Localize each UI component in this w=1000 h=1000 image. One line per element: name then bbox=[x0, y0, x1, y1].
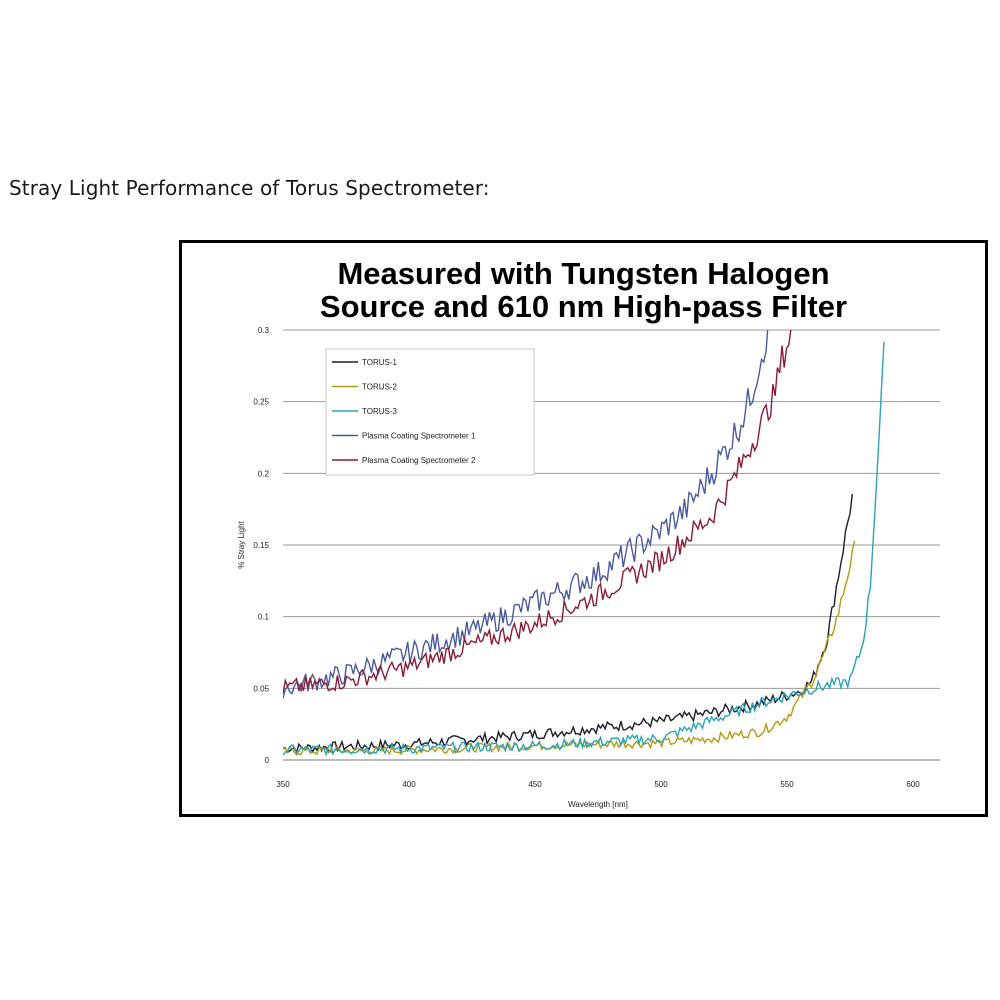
legend-entry: Plasma Coating Spectrometer 2 bbox=[362, 456, 476, 465]
y-axis-label: % Stray Light bbox=[237, 520, 246, 568]
page-heading: Stray Light Performance of Torus Spectro… bbox=[9, 176, 490, 200]
y-tick-label: 0.15 bbox=[253, 541, 269, 550]
series-line-3 bbox=[283, 341, 885, 757]
series-line-4 bbox=[283, 330, 773, 699]
y-tick-label: 0 bbox=[265, 756, 270, 765]
y-tick-label: 0.25 bbox=[253, 398, 269, 407]
y-tick-label: 0.05 bbox=[253, 684, 269, 693]
x-tick-label: 600 bbox=[906, 780, 920, 789]
series-line-5 bbox=[283, 330, 792, 694]
chart-title-line-2: Source and 610 nm High-pass Filter bbox=[319, 289, 848, 324]
x-tick-label: 450 bbox=[528, 780, 542, 789]
legend-box bbox=[325, 348, 535, 476]
chart-title-line-1: Measured with Tungsten Halogen bbox=[337, 256, 830, 291]
x-tick-label: 350 bbox=[276, 780, 290, 789]
x-tick-label: 550 bbox=[780, 780, 794, 789]
legend-entry: TORUS-2 bbox=[362, 383, 398, 392]
chart-title: Measured with Tungsten Halogen Source an… bbox=[182, 257, 985, 323]
legend-entry: Plasma Coating Spectrometer 1 bbox=[362, 432, 476, 441]
x-axis-label: Wavelength [nm] bbox=[568, 800, 628, 809]
x-tick-label: 400 bbox=[402, 780, 416, 789]
chart-frame: Measured with Tungsten Halogen Source an… bbox=[179, 240, 988, 817]
x-tick-label: 500 bbox=[654, 780, 668, 789]
y-tick-label: 0.3 bbox=[258, 326, 270, 335]
chart-plot: 0 0.05 0.1 0.15 0.2 0.25 0.3 350 400 450 500 550 600… bbox=[237, 326, 940, 809]
y-tick-label: 0.2 bbox=[258, 469, 270, 478]
y-tick-label: 0.1 bbox=[258, 613, 270, 622]
legend-entry: TORUS-3 bbox=[362, 407, 398, 416]
legend-entry: TORUS-1 bbox=[362, 358, 398, 367]
